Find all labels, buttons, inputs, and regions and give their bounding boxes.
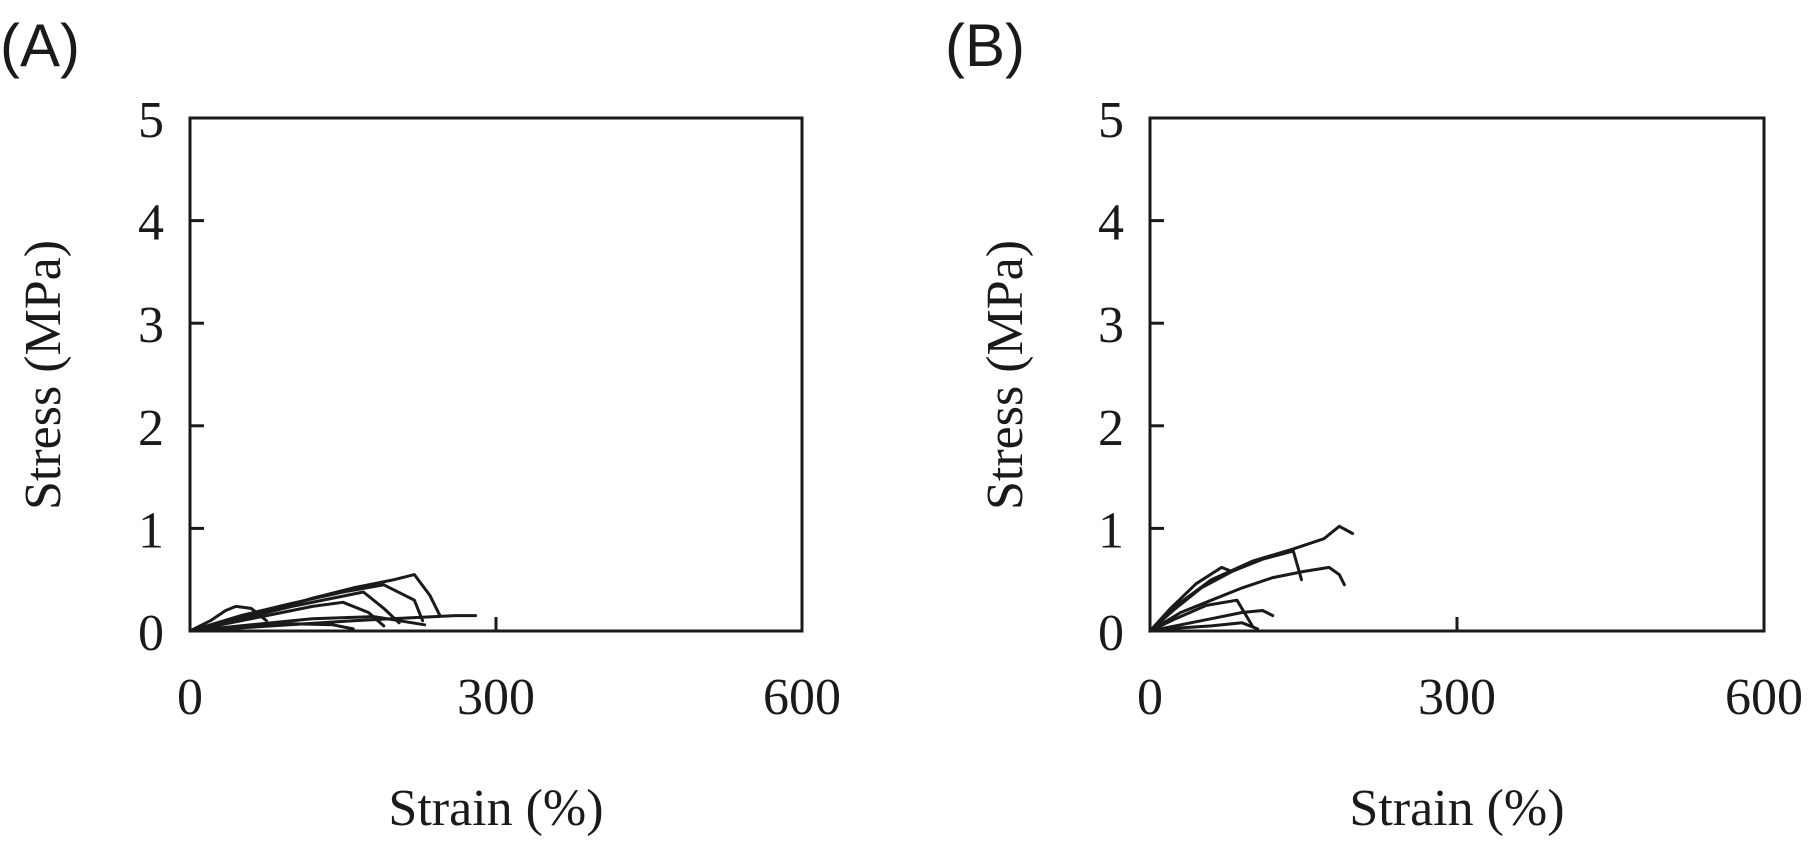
x-tick-label: 0 (177, 669, 203, 726)
stress-strain-curve (1148, 565, 1346, 633)
x-tick-label: 600 (1725, 669, 1803, 726)
y-tick-label: 1 (138, 502, 164, 559)
x-tick-label: 600 (763, 669, 841, 726)
panel-label: (B) (945, 12, 1025, 79)
chart-panel-a: (A) 0 1 2 3 4 5 0 300 600 Stress (MPa) Strain (%… (0, 12, 841, 837)
y-tick-label: 2 (1098, 400, 1124, 457)
chart-panel-b: (B) 0 1 2 3 4 5 0 300 600 Stress (MPa) Strain (%… (945, 12, 1803, 837)
stress-strain-curve (188, 622, 355, 633)
y-tick-label: 0 (1098, 605, 1124, 662)
panel-label: (A) (0, 12, 80, 79)
y-tick-label: 0 (138, 605, 164, 662)
stress-strain-curve (188, 600, 386, 633)
y-axis-label: Stress (MPa) (977, 240, 1034, 510)
y-tick-label: 3 (1098, 297, 1124, 354)
stress-strain-curve (1148, 621, 1259, 633)
x-axis-label: Strain (%) (388, 780, 603, 837)
plot-frame (1148, 116, 1766, 633)
y-axis-label: Stress (MPa) (15, 240, 72, 510)
y-tick-label: 5 (1098, 92, 1124, 149)
x-tick-label: 300 (1418, 669, 1496, 726)
x-tick-label: 300 (457, 669, 535, 726)
stress-strain-curve (1148, 598, 1254, 633)
y-tick-label: 4 (138, 195, 164, 252)
stress-strain-curve (1148, 609, 1275, 633)
y-tick-label: 3 (138, 297, 164, 354)
stress-strain-curve (188, 590, 401, 633)
x-axis-label: Strain (%) (1349, 780, 1564, 837)
y-tick-label: 4 (1098, 195, 1124, 252)
stress-strain-curve (188, 583, 425, 633)
y-tick-label: 2 (138, 400, 164, 457)
plot-frame (188, 116, 804, 633)
y-tick-label: 1 (1098, 502, 1124, 559)
x-tick-label: 0 (1137, 669, 1163, 726)
stress-strain-curve (1148, 565, 1234, 633)
stress-strain-curve (188, 604, 268, 633)
y-tick-label: 5 (138, 92, 164, 149)
